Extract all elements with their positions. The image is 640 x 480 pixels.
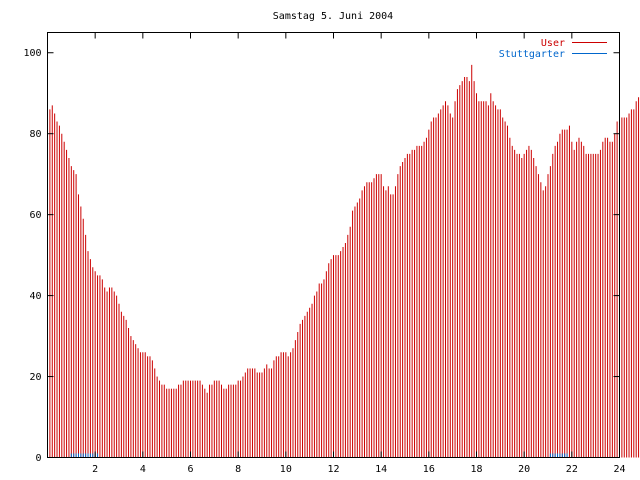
y-tick-label: 0: [35, 453, 41, 464]
chart-title: Samstag 5. Juni 2004: [273, 11, 393, 22]
x-axis: 2 4 6 8 10 12 14 16 18 20 22 24: [92, 32, 626, 475]
y-tick-label: 40: [29, 291, 41, 302]
user-series-bars: [47, 64, 640, 458]
x-tick-label: 8: [235, 464, 241, 475]
x-tick-label: 2: [92, 464, 98, 475]
x-tick-label: 24: [613, 464, 625, 475]
x-tick-label: 18: [470, 464, 482, 475]
y-tick-label: 20: [29, 372, 41, 383]
x-tick-label: 10: [280, 464, 292, 475]
x-tick-label: 12: [327, 464, 339, 475]
x-tick-label: 6: [187, 464, 193, 475]
legend-label-user: User: [541, 38, 565, 49]
y-tick-label: 80: [29, 129, 41, 140]
y-axis: 0 20 40 60 80 100: [23, 48, 620, 464]
x-tick-label: 4: [140, 464, 146, 475]
x-tick-label: 20: [518, 464, 530, 475]
x-tick-label: 16: [423, 464, 435, 475]
x-tick-label: 14: [375, 464, 387, 475]
legend: User Stuttgarter: [499, 38, 607, 60]
y-tick-label: 60: [29, 210, 41, 221]
y-tick-label: 100: [23, 48, 41, 59]
x-tick-label: 22: [566, 464, 578, 475]
legend-label-stuttgarter: Stuttgarter: [499, 49, 565, 60]
